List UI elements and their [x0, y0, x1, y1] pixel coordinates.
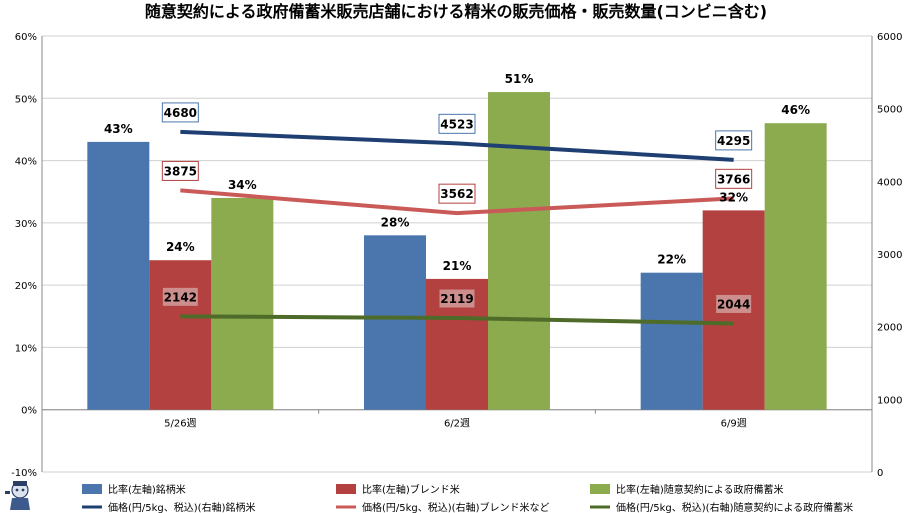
y-right-tick-label: 1000	[877, 395, 902, 406]
y-left-tick-label: -10%	[11, 468, 37, 479]
price-line	[180, 314, 734, 326]
line-label-box	[161, 286, 199, 307]
line-data-label: 4523	[440, 117, 473, 131]
legend-label: 価格(円/5kg、税込)(右軸)銘柄米	[108, 501, 255, 513]
bar	[149, 260, 212, 410]
y-right-tick-label: 2000	[877, 323, 902, 334]
data-labels: 43% 28% 22% 24% 21% 32% 34% 51% 46% 4680 4523 4295 3…	[104, 72, 810, 314]
bar	[87, 141, 150, 410]
y-left-tick-label: 10%	[15, 343, 37, 354]
line-label-box	[161, 102, 199, 123]
price-line	[180, 129, 734, 162]
x-category-label: 6/9週	[721, 418, 747, 430]
legend-label: 価格(円/5kg、税込)(右軸)ブレンド米など	[362, 501, 549, 513]
price-lines	[180, 129, 734, 326]
chart-title: 随意契約による政府備蓄米販売店舗における精米の販売価格・販売数量(コンビニ含む)	[145, 2, 767, 21]
line-data-label: 4295	[717, 134, 750, 148]
legend-label: 比率(左軸)随意契約による政府備蓄米	[616, 483, 784, 496]
y-left-tick-label: 50%	[15, 94, 37, 105]
bar	[488, 92, 550, 410]
line-data-label: 3875	[164, 164, 197, 178]
legend: 比率(左軸)銘柄米 比率(左軸)ブレンド米 比率(左軸)随意契約による政府備蓄米価格…	[82, 483, 853, 513]
bar	[364, 235, 426, 410]
y-right-tick-label: 6000	[877, 32, 902, 43]
legend-swatch	[336, 484, 356, 494]
line-data-label: 3766	[717, 172, 750, 186]
line-label-box	[438, 183, 476, 204]
y-left-tick-label: 60%	[15, 32, 37, 43]
bars	[87, 92, 827, 410]
bar-data-label: 46%	[781, 103, 810, 117]
legend-label: 比率(左軸)ブレンド米	[362, 483, 460, 496]
price-line	[180, 188, 734, 216]
y-right-tick-label: 4000	[877, 177, 902, 188]
line-data-label: 2044	[717, 297, 750, 311]
axes: -10% 0% 10% 20% 30% 40% 50% 60% 0 1000 2000 3000 400…	[11, 32, 902, 479]
bar	[211, 197, 274, 410]
line-data-label: 3562	[440, 187, 473, 201]
legend-swatch	[82, 484, 102, 494]
x-category-label: 6/2週	[444, 418, 470, 430]
y-right-tick-label: 3000	[877, 250, 902, 261]
bar-data-label: 21%	[443, 259, 472, 273]
bar	[764, 123, 827, 410]
bar-data-label: 32%	[719, 190, 748, 204]
bar-data-label: 22%	[657, 253, 686, 267]
bar-data-label: 43%	[104, 122, 133, 136]
bar-data-label: 24%	[166, 240, 195, 254]
line-label-box	[438, 113, 476, 134]
y-left-tick-label: 0%	[21, 406, 37, 417]
y-left-tick-label: 20%	[15, 281, 37, 292]
bar-data-label: 51%	[505, 72, 534, 86]
line-data-label: 2119	[440, 292, 473, 306]
line-label-box	[438, 288, 476, 309]
line-data-label: 2142	[164, 290, 197, 304]
bar-data-label: 28%	[381, 215, 410, 229]
line-label-box	[161, 160, 199, 181]
legend-swatch	[590, 484, 610, 494]
y-left-tick-label: 30%	[15, 219, 37, 230]
y-left-tick-label: 40%	[15, 157, 37, 168]
bar	[640, 272, 703, 410]
line-label-box	[715, 293, 753, 314]
y-right-tick-label: 0	[877, 468, 883, 479]
legend-label: 比率(左軸)銘柄米	[108, 483, 186, 496]
y-right-tick-label: 5000	[877, 105, 902, 116]
bar-data-label: 34%	[228, 178, 257, 192]
x-category-label: 5/26週	[164, 418, 196, 430]
legend-label: 価格(円/5kg、税込)(右軸)随意契約による政府備蓄米	[616, 501, 853, 513]
line-label-box	[715, 130, 753, 151]
line-label-box	[715, 168, 753, 189]
character-mascot-icon	[5, 481, 30, 510]
line-data-label: 4680	[164, 106, 197, 120]
